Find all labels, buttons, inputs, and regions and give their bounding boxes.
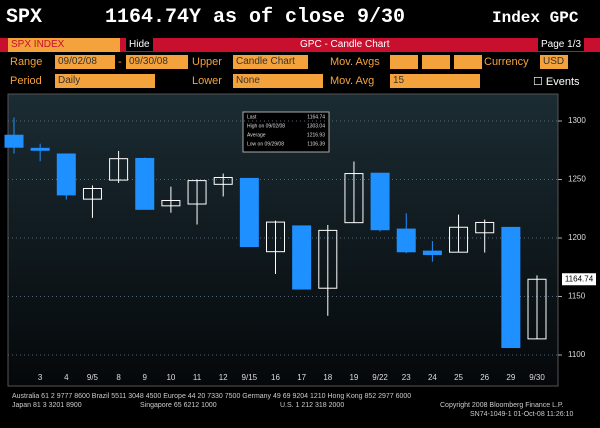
footer-text: SN74-1049-1 01-Oct-08 11:26:10 <box>470 411 574 418</box>
last-price-label: 1164.74 <box>565 274 594 283</box>
label: - <box>118 56 122 68</box>
x-tick-label: 17 <box>297 373 306 382</box>
ticker: SPX <box>6 6 43 29</box>
candle-body <box>449 226 469 253</box>
mov-avg-field[interactable] <box>454 55 482 69</box>
label: Events <box>545 76 580 88</box>
security-field[interactable]: SPX INDEX <box>8 38 120 52</box>
candle-body <box>475 221 495 234</box>
candle-body <box>396 228 416 253</box>
candle-body <box>109 158 129 181</box>
x-tick-label: 3 <box>38 373 43 382</box>
label: Period <box>10 75 42 87</box>
footer-text: Copyright 2008 Bloomberg Finance L.P. <box>440 402 564 409</box>
footer-text: U.S. 1 212 318 2000 <box>280 402 345 409</box>
candle-body <box>318 229 338 289</box>
footer-text: Singapore 65 6212 1000 <box>140 402 217 409</box>
x-tick-label: 11 <box>193 373 202 382</box>
y-tick-label: 1200 <box>568 233 586 242</box>
candle-body <box>30 147 50 151</box>
end-field[interactable]: 09/30/08 <box>126 55 188 69</box>
info-value: 1164.74 <box>307 114 325 120</box>
hide-button[interactable]: Hide <box>126 38 153 51</box>
start-field[interactable]: 09/02/08 <box>55 55 115 69</box>
currency-field[interactable]: USD <box>540 55 568 69</box>
plot-area <box>7 93 559 387</box>
x-tick-label: 12 <box>219 373 228 382</box>
period-field[interactable]: Daily <box>55 74 155 88</box>
info-value: 1106.39 <box>307 141 325 147</box>
candle-body <box>187 180 207 205</box>
candle-body <box>4 134 24 148</box>
candle-body <box>370 172 390 231</box>
label: Range <box>10 56 43 68</box>
info-label: Last <box>247 114 257 120</box>
function-label: Index GPC <box>492 9 579 27</box>
info-label: High on 09/02/08 <box>247 123 285 129</box>
info-value: 1303.04 <box>307 123 325 129</box>
candle-body <box>266 221 285 253</box>
lower-field[interactable]: None <box>233 74 323 88</box>
candle-body <box>501 226 521 349</box>
events-checkbox[interactable]: ☐ Events <box>533 76 580 88</box>
label: Currency <box>484 56 529 68</box>
candle-body <box>292 225 312 290</box>
x-tick-label: 19 <box>349 373 358 382</box>
function-title: GPC - Candle Chart <box>300 39 390 50</box>
candle-body <box>422 250 442 256</box>
x-tick-label: 9/22 <box>372 373 388 382</box>
y-tick-label: 1100 <box>568 350 586 359</box>
quote: 1164.74Y as of close 9/30 <box>105 6 406 29</box>
candle-body <box>239 177 259 248</box>
candle-body <box>82 187 102 200</box>
x-tick-label: 26 <box>480 373 489 382</box>
x-tick-label: 29 <box>506 373 515 382</box>
chart: Last 1164.74 High on 09/02/08 1303.04 Av… <box>4 93 596 387</box>
footer-text: Japan 81 3 3201 8900 <box>12 402 82 409</box>
footer-text: Australia 61 2 9777 8600 Brazil 5511 304… <box>12 393 412 400</box>
x-tick-label: 23 <box>402 373 411 382</box>
mov-avg-field[interactable] <box>390 55 418 69</box>
mov-avg-field[interactable] <box>422 55 450 69</box>
x-tick-label: 24 <box>428 373 437 382</box>
x-tick-label: 9 <box>143 373 148 382</box>
last-price-box <box>562 273 596 286</box>
x-tick-label: 4 <box>64 373 69 382</box>
candle-body <box>161 200 181 207</box>
page-indicator: Page 1/3 <box>538 38 585 51</box>
x-tick-label: 10 <box>166 373 175 382</box>
y-tick-label: 1300 <box>568 116 586 125</box>
candle-body <box>527 278 547 340</box>
x-tick-label: 18 <box>323 373 332 382</box>
label: Mov. Avg <box>330 75 375 87</box>
info-box: Last 1164.74 High on 09/02/08 1303.04 Av… <box>242 111 330 153</box>
candle-body <box>135 157 155 210</box>
label: Upper <box>192 56 222 68</box>
x-tick-label: 8 <box>116 373 121 382</box>
mov-avg-period[interactable]: 15 <box>390 74 480 88</box>
candle-body <box>56 153 76 196</box>
info-value: 1216.93 <box>307 132 325 138</box>
x-tick-label: 9/30 <box>529 373 545 382</box>
y-tick-label: 1250 <box>568 175 586 184</box>
upper-field[interactable]: Candle Chart <box>233 55 308 69</box>
y-tick-label: 1150 <box>568 292 586 301</box>
x-tick-label: 9/5 <box>87 373 99 382</box>
info-label: Low on 09/29/08 <box>247 141 284 147</box>
x-tick-label: 9/15 <box>242 373 258 382</box>
label: Lower <box>192 75 222 87</box>
label: Mov. Avgs <box>330 56 380 68</box>
candle-body <box>344 173 364 224</box>
x-tick-label: 25 <box>454 373 463 382</box>
candle-body <box>213 177 233 185</box>
x-tick-label: 16 <box>271 373 280 382</box>
info-label: Average <box>247 132 266 138</box>
